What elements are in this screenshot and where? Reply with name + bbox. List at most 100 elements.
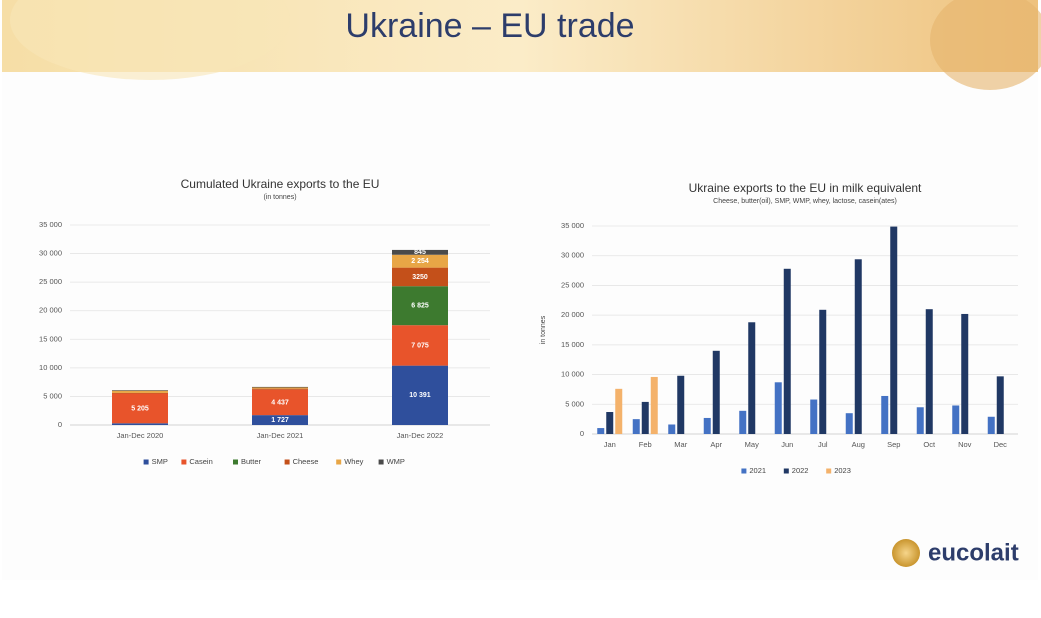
bar-segment [392, 286, 448, 326]
bar-segment [112, 390, 168, 391]
y-tick-label: 20 000 [561, 310, 584, 319]
bar [739, 410, 747, 434]
legend-swatch [378, 459, 384, 465]
bar [783, 268, 791, 434]
bar [925, 309, 933, 434]
bar [952, 405, 960, 434]
y-tick-label: 15 000 [561, 340, 584, 349]
data-label: 5 205 [131, 405, 149, 412]
bar [845, 413, 853, 434]
y-tick-label: 25 000 [39, 277, 62, 286]
x-tick-label: Jan-Dec 2021 [257, 431, 304, 440]
data-label: 2 254 [411, 258, 429, 265]
bar [996, 376, 1004, 434]
x-tick-label: Oct [923, 440, 936, 449]
data-label: 845 [414, 249, 426, 256]
chart-subtitle: (in tonnes) [263, 194, 296, 201]
y-tick-label: 20 000 [39, 306, 62, 315]
legend-label: Cheese [293, 457, 319, 466]
bar [677, 375, 685, 434]
bar [916, 407, 924, 434]
x-tick-label: Jul [818, 440, 828, 449]
bar [615, 388, 623, 434]
y-axis-label: in tonnes [540, 315, 547, 344]
y-tick-label: 15 000 [39, 334, 62, 343]
x-tick-label: Jan-Dec 2020 [117, 431, 164, 440]
data-label: 7 075 [411, 342, 429, 349]
x-tick-label: Jan [604, 440, 616, 449]
bar [597, 428, 605, 434]
y-tick-label: 35 000 [39, 220, 62, 229]
bar-segment [112, 390, 168, 393]
y-tick-label: 35 000 [561, 221, 584, 230]
bar [606, 412, 614, 434]
bar [703, 417, 711, 434]
bar-segment [392, 325, 448, 366]
x-tick-label: Apr [710, 440, 722, 449]
x-tick-label: Jan-Dec 2022 [397, 431, 444, 440]
logo-icon [892, 539, 920, 567]
y-tick-label: 5 000 [565, 399, 584, 408]
bar [748, 322, 756, 434]
legend-label: 2023 [834, 466, 851, 475]
data-label: 6 825 [411, 303, 429, 310]
bar-segment [252, 386, 308, 388]
legend-label: 2022 [792, 466, 809, 475]
bar [641, 401, 649, 434]
x-tick-label: Feb [639, 440, 652, 449]
bar [650, 376, 658, 434]
y-tick-label: 0 [58, 420, 62, 429]
bar-segment [392, 249, 448, 255]
y-tick-label: 30 000 [39, 249, 62, 258]
legend-label: WMP [387, 457, 405, 466]
data-label: 10 391 [409, 392, 431, 399]
legend-label: 2021 [749, 466, 766, 475]
bar-segment [112, 392, 168, 394]
data-label: 1 727 [271, 417, 289, 424]
x-tick-label: Mar [674, 440, 687, 449]
x-tick-label: May [745, 440, 759, 449]
x-tick-label: Sep [887, 440, 900, 449]
bar [890, 226, 898, 434]
chart-subtitle: Cheese, butter(oil), SMP, WMP, whey, lac… [713, 198, 897, 205]
x-tick-label: Aug [852, 440, 865, 449]
legend-label: Casein [189, 457, 212, 466]
content-area [2, 72, 1038, 580]
legend-label: SMP [152, 457, 168, 466]
bar [668, 424, 676, 434]
bar [961, 313, 969, 434]
header-decoration [930, 0, 1041, 90]
legend-swatch [741, 468, 747, 474]
bar-segment [252, 388, 308, 390]
bar [987, 416, 995, 434]
logo-text: eucolait [928, 539, 1019, 566]
legend-swatch [284, 459, 290, 465]
legend-swatch [143, 459, 149, 465]
chart-title: Cumulated Ukraine exports to the EU [181, 177, 380, 191]
bar-segment [252, 415, 308, 425]
legend-swatch [336, 459, 342, 465]
chart-title: Ukraine exports to the EU in milk equiva… [689, 181, 922, 195]
legend-label: Whey [344, 457, 363, 466]
bar-segment [112, 423, 168, 425]
bar [810, 399, 818, 434]
bar-segment [112, 393, 168, 424]
y-tick-label: 10 000 [39, 363, 62, 372]
y-tick-label: 0 [580, 429, 584, 438]
bar-segment [392, 365, 448, 425]
bar [632, 419, 640, 434]
legend-swatch [826, 468, 832, 474]
data-label: 3250 [412, 274, 428, 281]
x-tick-label: Jun [781, 440, 793, 449]
page-title: Ukraine – EU trade [345, 7, 634, 45]
legend-swatch [181, 459, 187, 465]
bar [819, 309, 827, 434]
bar-segment [252, 389, 308, 416]
data-label: 4 437 [271, 399, 289, 406]
bar [854, 259, 862, 434]
bar [712, 350, 720, 434]
x-tick-label: Dec [994, 440, 1008, 449]
y-tick-label: 10 000 [561, 370, 584, 379]
y-tick-label: 30 000 [561, 251, 584, 260]
